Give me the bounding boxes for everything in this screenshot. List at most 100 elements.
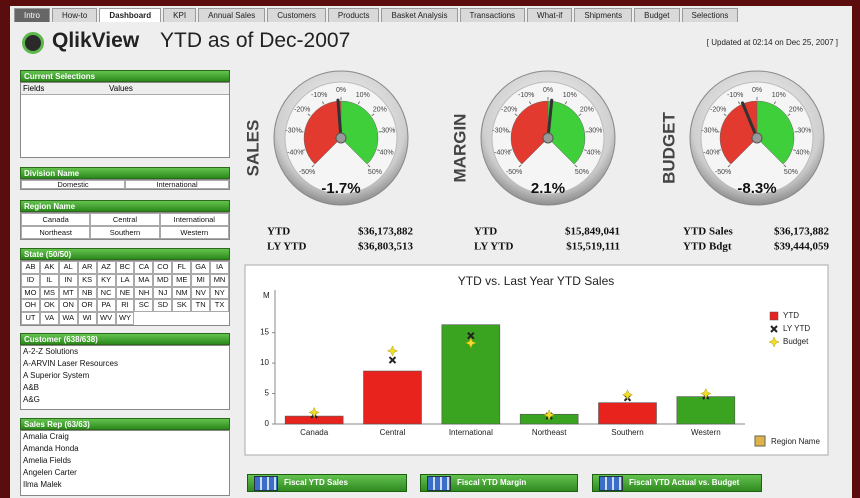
list-cell[interactable]: FL: [172, 261, 191, 274]
list-cell[interactable]: WA: [59, 312, 78, 325]
list-cell[interactable]: AB: [21, 261, 40, 274]
tab[interactable]: Customers: [267, 8, 326, 22]
list-cell[interactable]: OR: [78, 299, 97, 312]
tab[interactable]: Products: [328, 8, 380, 22]
list-cell[interactable]: NM: [172, 287, 191, 300]
list-cell[interactable]: OK: [40, 299, 59, 312]
list-cell[interactable]: MI: [191, 274, 210, 287]
list-cell[interactable]: CA: [134, 261, 153, 274]
chart-button[interactable]: Fiscal YTD Sales: [247, 474, 407, 492]
list-item[interactable]: Ilma Malek: [21, 479, 229, 491]
list-cell[interactable]: WV: [97, 312, 116, 325]
list-cell[interactable]: SD: [153, 299, 172, 312]
updated-text: [ Updated at 02:14 on Dec 25, 2007 ]: [707, 38, 838, 47]
list-cell[interactable]: MN: [210, 274, 229, 287]
list-cell[interactable]: Central: [90, 213, 159, 226]
list-cell[interactable]: NY: [210, 287, 229, 300]
list-cell[interactable]: BC: [116, 261, 135, 274]
list-cell[interactable]: MA: [134, 274, 153, 287]
list-cell[interactable]: MT: [59, 287, 78, 300]
list-cell[interactable]: AZ: [97, 261, 116, 274]
list-item[interactable]: A-2-Z Solutions: [21, 346, 229, 358]
tab[interactable]: What-if: [527, 8, 572, 22]
button-icon: [599, 476, 623, 491]
list-cell[interactable]: LA: [116, 274, 135, 287]
list-item[interactable]: A Superior System: [21, 370, 229, 382]
list-cell[interactable]: International: [125, 180, 229, 189]
button-icon: [254, 476, 278, 491]
list-cell[interactable]: MD: [153, 274, 172, 287]
tab[interactable]: Annual Sales: [198, 8, 265, 22]
tab[interactable]: How-to: [52, 8, 97, 22]
panel-title: Current Selections: [20, 70, 230, 82]
list-cell[interactable]: ME: [172, 274, 191, 287]
column-header: Values: [107, 83, 193, 94]
list-cell[interactable]: Domestic: [21, 180, 125, 189]
list-cell[interactable]: SC: [134, 299, 153, 312]
column-header: Fields: [21, 83, 107, 94]
chart-button[interactable]: Fiscal YTD Actual vs. Budget: [592, 474, 762, 492]
tab[interactable]: Transactions: [460, 8, 526, 22]
chart-button[interactable]: Fiscal YTD Margin: [420, 474, 578, 492]
logo-icon: [22, 32, 44, 54]
list-cell[interactable]: Canada: [21, 213, 90, 226]
list-cell[interactable]: AK: [40, 261, 59, 274]
tab[interactable]: Basket Analysis: [381, 8, 457, 22]
tab[interactable]: KPI: [163, 8, 196, 22]
list-cell[interactable]: VA: [40, 312, 59, 325]
list-cell[interactable]: RI: [116, 299, 135, 312]
list-cell[interactable]: KS: [78, 274, 97, 287]
list-cell[interactable]: NH: [134, 287, 153, 300]
list-cell[interactable]: IN: [59, 274, 78, 287]
list-cell[interactable]: NB: [78, 287, 97, 300]
logo-text: QlikView: [52, 29, 139, 53]
list-item[interactable]: Amalia Craig: [21, 431, 229, 443]
list-cell[interactable]: TN: [191, 299, 210, 312]
list-cell[interactable]: Western: [160, 226, 229, 239]
list-cell[interactable]: NE: [116, 287, 135, 300]
list-cell[interactable]: GA: [191, 261, 210, 274]
list-item[interactable]: Amanda Honda: [21, 443, 229, 455]
list-item[interactable]: A-ARVIN Laser Resources: [21, 358, 229, 370]
list-cell[interactable]: Northeast: [21, 226, 90, 239]
tab[interactable]: Shipments: [574, 8, 632, 22]
list-cell[interactable]: Southern: [90, 226, 159, 239]
list-cell[interactable]: SK: [172, 299, 191, 312]
list-cell[interactable]: ID: [21, 274, 40, 287]
list-cell[interactable]: TX: [210, 299, 229, 312]
list-cell[interactable]: International: [160, 213, 229, 226]
list-cell[interactable]: CO: [153, 261, 172, 274]
qlikview-window: IntroHow-toDashboardKPIAnnual SalesCusto…: [0, 0, 860, 498]
list-item[interactable]: Angelen Carter: [21, 467, 229, 479]
list-cell[interactable]: NV: [191, 287, 210, 300]
list-cell[interactable]: AR: [78, 261, 97, 274]
tab[interactable]: Intro: [14, 8, 50, 22]
list-cell[interactable]: PA: [97, 299, 116, 312]
tab[interactable]: Selections: [682, 8, 739, 22]
list-cell[interactable]: KY: [97, 274, 116, 287]
list-cell[interactable]: ON: [59, 299, 78, 312]
list-cell[interactable]: OH: [21, 299, 40, 312]
list-item[interactable]: Amelia Fields: [21, 455, 229, 467]
list-cell[interactable]: WY: [116, 312, 135, 325]
button-icon: [427, 476, 451, 491]
list-item[interactable]: A&G: [21, 394, 229, 406]
list-cell[interactable]: NC: [97, 287, 116, 300]
list-cell[interactable]: MS: [40, 287, 59, 300]
list-cell[interactable]: WI: [78, 312, 97, 325]
list-cell[interactable]: AL: [59, 261, 78, 274]
tab[interactable]: Dashboard: [99, 8, 161, 22]
list-cell[interactable]: UT: [21, 312, 40, 325]
panel-title: Customer (638/638): [20, 333, 230, 345]
list-cell[interactable]: IA: [210, 261, 229, 274]
list-cell[interactable]: IL: [40, 274, 59, 287]
list-item[interactable]: A&B: [21, 382, 229, 394]
list-cell[interactable]: NJ: [153, 287, 172, 300]
tab[interactable]: Budget: [634, 8, 679, 22]
list-cell[interactable]: MO: [21, 287, 40, 300]
